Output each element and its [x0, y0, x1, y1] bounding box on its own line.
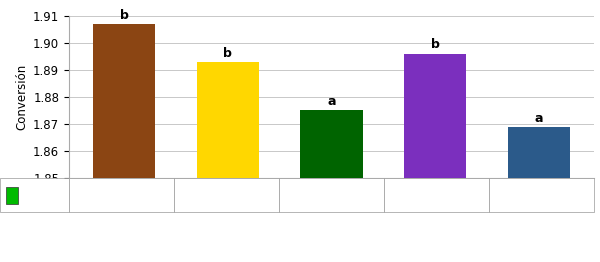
Bar	[404, 54, 466, 262]
Text: 1.893: 1.893	[211, 190, 242, 200]
Text: Series1: Series1	[21, 190, 62, 200]
Text: a: a	[535, 112, 543, 124]
Bar	[93, 24, 155, 262]
Bar	[197, 62, 259, 262]
Text: b: b	[119, 9, 128, 22]
Text: 1.907: 1.907	[106, 190, 137, 200]
Text: b: b	[223, 47, 232, 59]
Y-axis label: Conversión: Conversión	[16, 64, 29, 130]
Bar	[508, 127, 570, 262]
Text: 1.875: 1.875	[316, 190, 347, 200]
Text: 1.896: 1.896	[421, 190, 452, 200]
Bar	[301, 111, 362, 262]
Text: 1.869: 1.869	[526, 190, 557, 200]
Text: b: b	[431, 39, 440, 51]
Text: a: a	[327, 95, 336, 108]
